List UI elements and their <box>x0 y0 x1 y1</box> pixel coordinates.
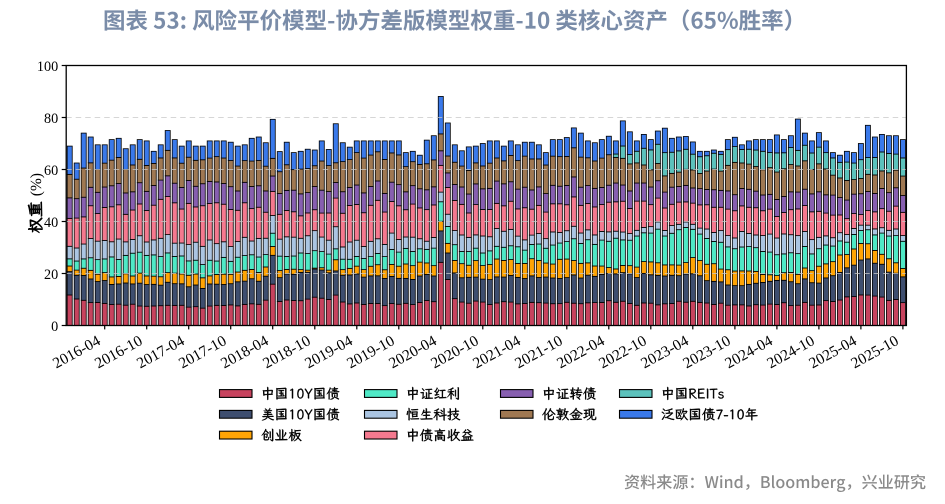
svg-text:60: 60 <box>44 163 58 179</box>
svg-text:80: 80 <box>44 111 58 127</box>
svg-text:0: 0 <box>51 319 58 335</box>
svg-text:40: 40 <box>44 215 58 231</box>
svg-text:20: 20 <box>44 267 58 283</box>
svg-text:100: 100 <box>37 59 58 75</box>
